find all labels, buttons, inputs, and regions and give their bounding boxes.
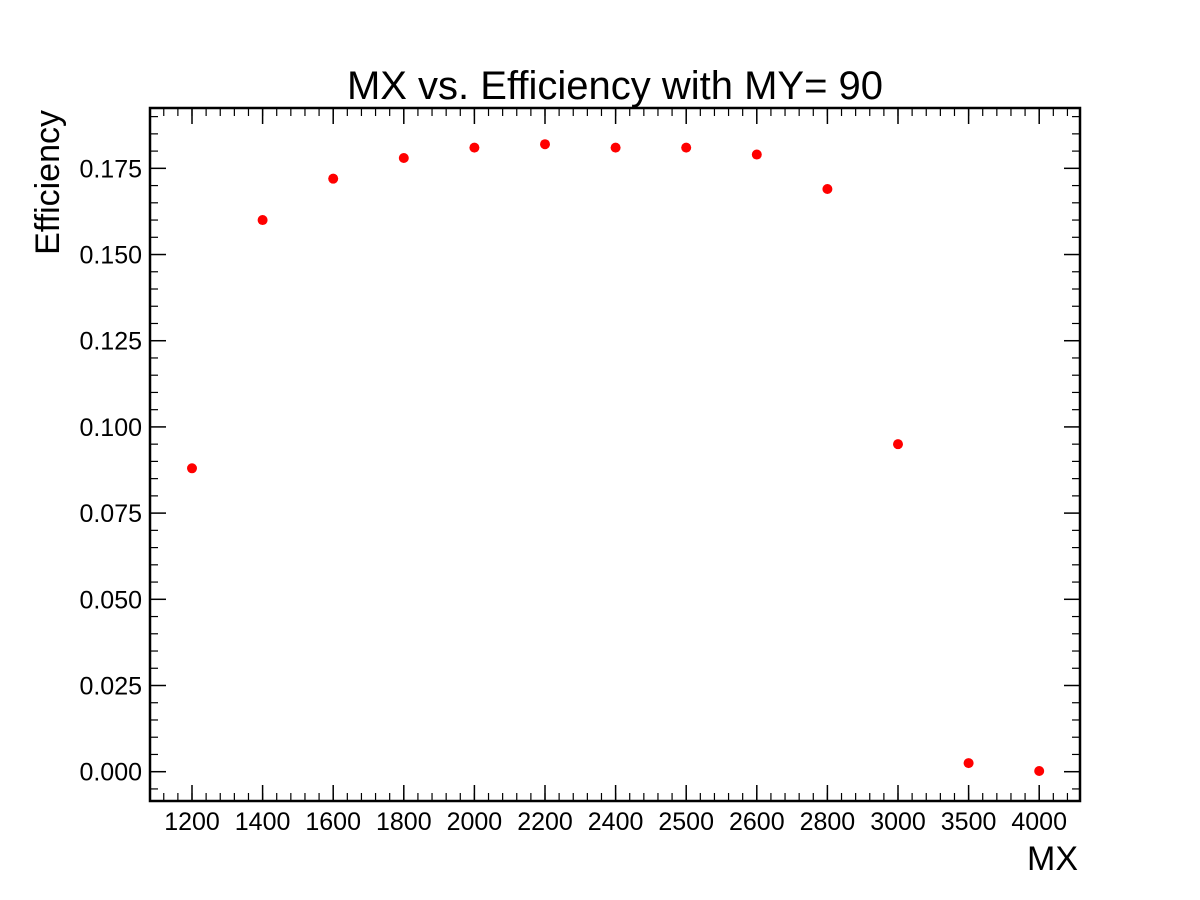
data-point (963, 758, 974, 769)
x-tick-label: 1200 (164, 808, 220, 836)
x-tick-label: 1400 (235, 808, 291, 836)
plot-frame (148, 106, 1082, 803)
major-ticks (150, 108, 1080, 801)
y-axis-label: Efficiency (29, 110, 67, 255)
y-tick-label: 0.175 (79, 155, 142, 183)
data-point (610, 142, 621, 153)
x-tick-label: 2500 (658, 808, 714, 836)
data-point (751, 149, 762, 160)
y-tick-labels: 0.000 0.025 0.050 0.075 0.100 0.125 0.150 0.175 (79, 155, 142, 786)
y-tick-label: 0.075 (79, 500, 142, 528)
x-tick-label: 1800 (376, 808, 432, 836)
y-tick-label: 0.000 (79, 759, 142, 787)
x-tick-label: 4000 (1011, 808, 1067, 836)
y-tick-label: 0.125 (79, 328, 142, 356)
data-point (822, 184, 833, 195)
y-tick-label: 0.050 (79, 586, 142, 614)
x-tick-label: 3500 (941, 808, 997, 836)
y-tick-label: 0.100 (79, 414, 142, 442)
x-tick-label: 2200 (517, 808, 573, 836)
x-tick-label: 2400 (588, 808, 644, 836)
data-point (398, 152, 409, 163)
data-point (187, 463, 197, 474)
data-point (681, 142, 692, 153)
y-tick-label: 0.150 (79, 242, 142, 270)
data-point (257, 215, 268, 226)
chart-title: MX vs. Efficiency with MY= 90 (347, 64, 883, 108)
x-tick-labels: 1200 1400 1600 1800 2000 2200 2400 2500 2600 2800… (164, 808, 1067, 836)
data-point (469, 142, 480, 153)
x-tick-label: 2800 (800, 808, 856, 836)
data-point (540, 139, 550, 150)
data-points (187, 139, 1045, 777)
x-tick-label: 3000 (870, 808, 926, 836)
data-point (893, 439, 903, 450)
plot-area: 1200 1400 1600 1800 2000 2200 2400 2500 2600 2800… (79, 106, 1082, 836)
x-tick-label: 2000 (447, 808, 503, 836)
x-tick-label: 1600 (305, 808, 361, 836)
x-axis-label: MX (1027, 840, 1078, 878)
data-point (328, 173, 339, 184)
data-point (1034, 766, 1045, 777)
x-tick-label: 2600 (729, 808, 785, 836)
y-tick-label: 0.025 (79, 673, 142, 701)
